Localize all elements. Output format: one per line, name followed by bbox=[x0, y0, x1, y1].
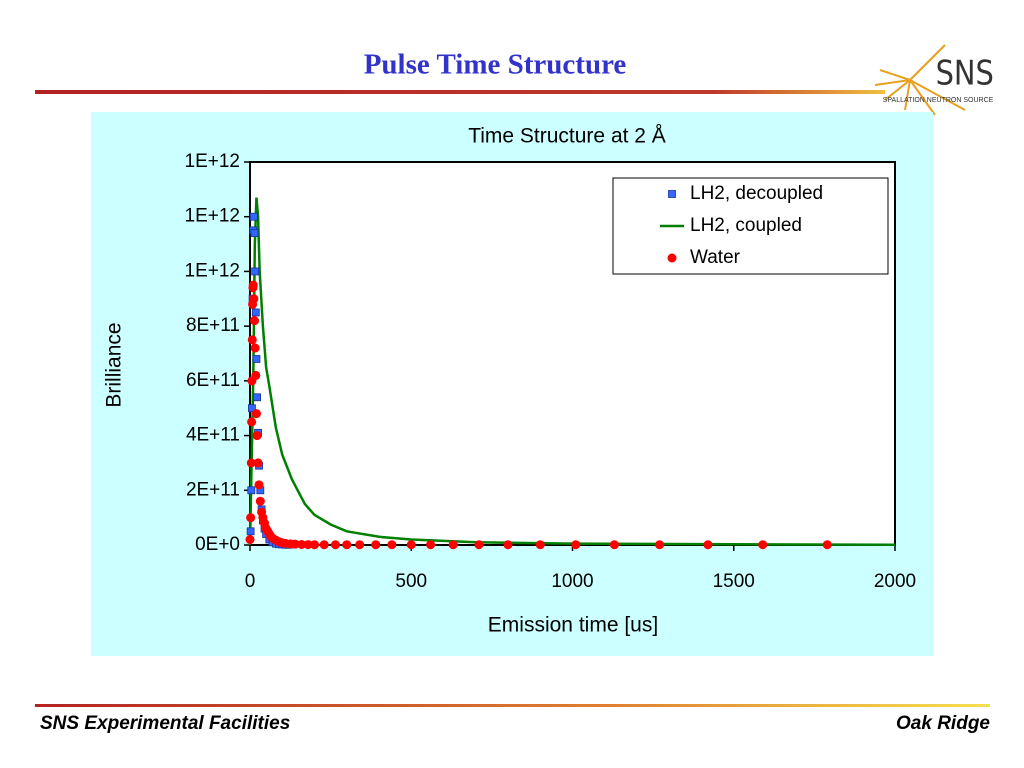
legend-marker bbox=[667, 253, 677, 263]
data-point bbox=[758, 540, 768, 550]
data-point bbox=[245, 535, 255, 545]
data-point bbox=[535, 540, 545, 550]
logo bbox=[874, 44, 966, 116]
data-point bbox=[251, 267, 260, 276]
data-point bbox=[247, 417, 257, 427]
data-line bbox=[248, 197, 896, 546]
data-point bbox=[253, 458, 263, 468]
data-point bbox=[297, 539, 307, 549]
data-point bbox=[330, 540, 340, 550]
data-point bbox=[250, 343, 260, 353]
data-point bbox=[248, 404, 256, 413]
x-axis-label: Emission time [us] bbox=[488, 614, 658, 637]
x-tick-label: 2000 bbox=[874, 571, 916, 592]
x-tick-label: 500 bbox=[395, 571, 427, 592]
footer-right: Oak Ridge bbox=[896, 713, 990, 734]
data-point bbox=[250, 316, 260, 326]
y-tick-label: 8E+11 bbox=[186, 315, 240, 336]
legend-label: LH2, decoupled bbox=[690, 183, 823, 204]
data-point bbox=[571, 540, 581, 550]
data-point bbox=[252, 355, 261, 363]
data-point bbox=[253, 393, 261, 402]
title-rule bbox=[35, 90, 885, 94]
data-point bbox=[342, 540, 352, 550]
data-point bbox=[251, 409, 261, 419]
data-point bbox=[251, 370, 261, 380]
data-point bbox=[254, 480, 264, 490]
y-tick-label: 1E+12 bbox=[185, 260, 240, 281]
data-point bbox=[250, 229, 259, 238]
data-point bbox=[246, 513, 256, 523]
data-point bbox=[703, 540, 713, 550]
slide-title: Pulse Time Structure bbox=[364, 49, 627, 81]
series bbox=[245, 280, 832, 550]
legend-label: LH2, coupled bbox=[690, 215, 802, 236]
data-point bbox=[822, 540, 832, 550]
footer-rule bbox=[35, 704, 990, 707]
x-tick-label: 1500 bbox=[713, 571, 755, 592]
data-point bbox=[246, 527, 255, 536]
data-point bbox=[448, 540, 458, 550]
data-point bbox=[406, 540, 416, 550]
footer-left: SNS Experimental Facilities bbox=[40, 713, 290, 734]
y-tick-label: 1E+12 bbox=[185, 206, 240, 227]
data-point bbox=[426, 540, 436, 550]
chart-title: Time Structure at 2 Å bbox=[468, 125, 666, 148]
data-point bbox=[319, 540, 329, 550]
data-point bbox=[255, 496, 265, 506]
data-point bbox=[248, 280, 258, 290]
data-point bbox=[303, 540, 313, 550]
data-point bbox=[355, 540, 365, 550]
data-point bbox=[655, 540, 665, 550]
data-point bbox=[503, 540, 513, 550]
y-tick-label: 4E+11 bbox=[186, 425, 240, 446]
data-point bbox=[246, 458, 256, 468]
y-tick-label: 6E+11 bbox=[186, 370, 240, 391]
data-point bbox=[247, 335, 257, 345]
data-point bbox=[249, 294, 259, 304]
y-tick-label: 2E+11 bbox=[186, 479, 240, 500]
data-point bbox=[249, 212, 258, 221]
legend-label: Water bbox=[690, 247, 741, 268]
logo-subtext: SPALLATION NEUTRON SOURCE bbox=[883, 97, 994, 104]
y-axis-label: Brilliance bbox=[103, 322, 126, 407]
data-point bbox=[387, 540, 397, 550]
x-tick-label: 0 bbox=[245, 571, 256, 592]
y-tick-label: 0E+0 bbox=[195, 534, 240, 555]
data-point bbox=[474, 540, 484, 550]
data-point bbox=[290, 539, 300, 549]
data-point bbox=[251, 308, 260, 317]
legend-box bbox=[612, 177, 889, 275]
data-point bbox=[247, 486, 256, 495]
logo-text: SNS bbox=[936, 55, 994, 94]
legend-marker bbox=[668, 190, 676, 198]
data-point bbox=[371, 540, 381, 550]
x-tick-label: 1000 bbox=[551, 571, 593, 592]
series bbox=[248, 197, 896, 546]
data-point bbox=[252, 431, 262, 441]
data-point bbox=[609, 540, 619, 550]
data-point bbox=[310, 540, 319, 550]
y-tick-label: 1E+12 bbox=[185, 151, 240, 172]
